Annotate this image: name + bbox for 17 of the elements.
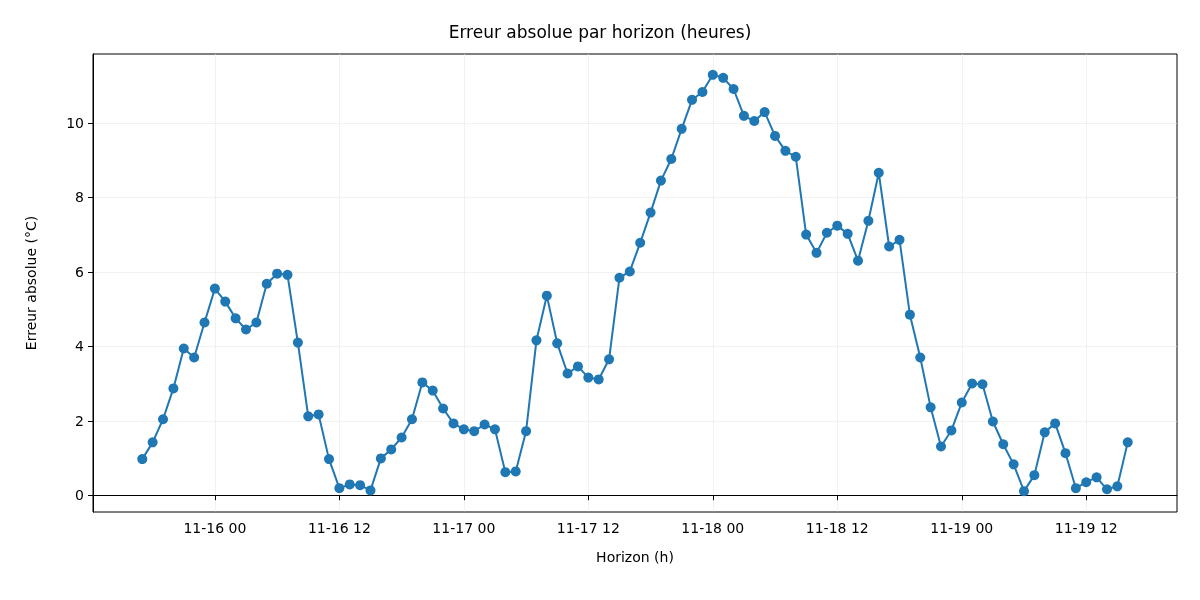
x-tick-label: 11-16 00 [183,520,247,536]
x-tick-label: 11-19 12 [1054,520,1118,536]
x-tick-label: 11-18 12 [805,520,869,536]
x-tick-label: 11-19 00 [930,520,994,536]
y-tick-label: 0 [75,487,84,504]
x-tick-label: 11-16 12 [307,520,371,536]
y-tick-label: 10 [66,114,84,131]
y-tick-label: 6 [75,263,85,280]
y-tick-label: 8 [75,189,84,206]
y-tick-label: 4 [75,338,85,355]
y-axis-title: Erreur absolue (°C) [23,215,39,351]
y-tick-label: 2 [75,412,84,429]
x-axis-title: Horizon (h) [596,549,674,565]
chart-title: Erreur absolue par horizon (heures) [448,21,752,42]
x-tick-label: 11-17 00 [432,520,496,536]
x-tick-label: 11-17 12 [556,520,620,536]
x-tick-label: 11-18 00 [681,520,745,536]
